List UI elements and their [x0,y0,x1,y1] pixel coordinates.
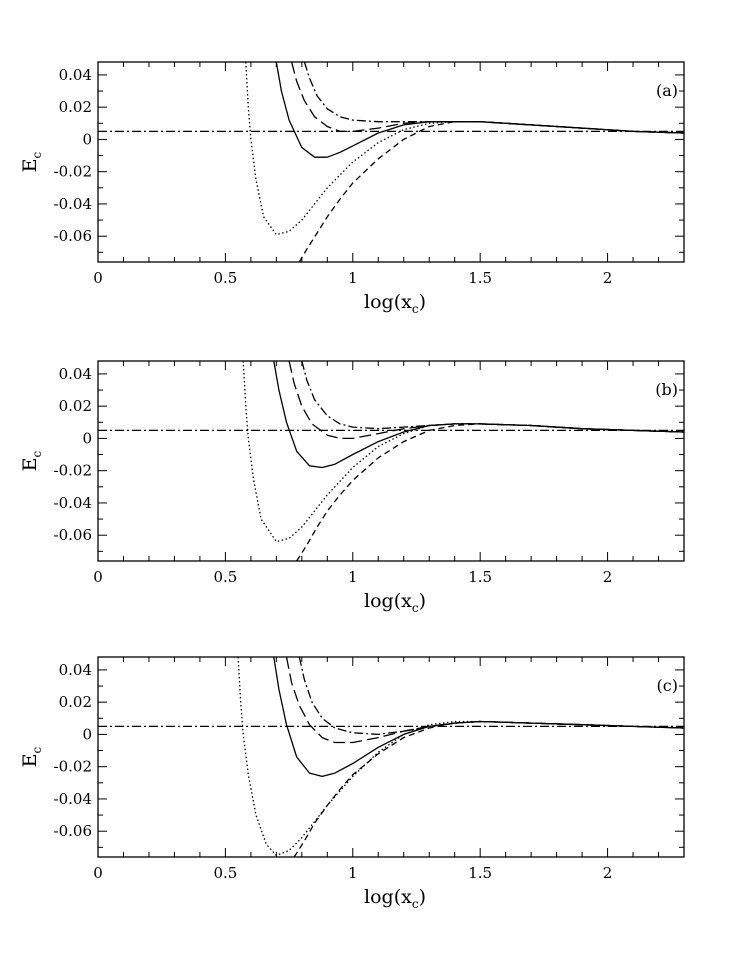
y-axis-title-subscript: c [30,450,44,457]
x-tick-label: 1.5 [468,568,492,586]
x-tick-label: 0 [93,864,103,882]
series-line-dash-dot [303,62,684,134]
series-line-dash-dot [298,657,684,736]
y-axis-title-subscript: c [30,746,44,753]
y-tick-label: 0.04 [59,66,92,84]
x-tick-label: 2 [603,269,613,287]
x-tick-label: 0 [93,568,103,586]
y-tick-label: -0.02 [54,163,92,181]
y-tick-label: 0.02 [59,397,92,415]
y-tick-label: 0.04 [59,365,92,383]
x-tick-label: 2 [603,864,613,882]
x-axis-title-subscript: c [412,302,419,316]
y-tick-label: -0.04 [54,790,92,808]
x-axis-title-close: ) [419,590,426,612]
y-axis-title: Ec [19,746,44,767]
x-axis-title: log(xc) [364,590,426,615]
x-axis-title-close: ) [419,886,426,908]
plot-frame [97,61,685,263]
chart-panel-3: 0 0.5 1 1.5 2-0.06-0.04-0.0200.020.04log(xc)… [19,656,685,911]
x-axis-title-close: ) [419,291,426,313]
y-tick-label: 0 [82,725,92,743]
y-axis-title-main: E [19,158,41,172]
plot-frame [97,656,685,858]
x-axis-title: log(xc) [364,291,426,316]
y-tick-label: -0.06 [54,227,92,245]
y-axis-title: Ec [19,450,44,471]
y-tick-label: 0.04 [59,661,92,679]
chart-panel-1: 0 0.5 1 1.5 2-0.06-0.04-0.0200.020.04log(xc)… [19,61,685,316]
series-line-dash-dot [301,361,684,433]
y-tick-label: 0.02 [59,98,92,116]
x-tick-label: 1.5 [468,864,492,882]
x-axis-title-subscript: c [412,897,419,911]
y-axis-title: Ec [19,151,44,172]
y-tick-label: 0 [82,429,92,447]
y-tick-label: -0.06 [54,822,92,840]
series-line-dashed [298,121,684,262]
panel-label: (b) [655,380,678,399]
panels-group: 0 0.5 1 1.5 2-0.06-0.04-0.0200.020.04log(xc)… [19,61,685,911]
x-axis-title-subscript: c [412,601,419,615]
x-tick-label: 1 [348,568,358,586]
series-group [98,657,684,857]
y-tick-label: -0.02 [54,758,92,776]
series-line-dashed [296,423,684,561]
x-tick-label: 1 [348,269,358,287]
x-tick-label: 0.5 [213,864,237,882]
y-axis-title-main: E [19,753,41,767]
series-line-dashed [293,720,684,857]
series-line-dotted [245,62,684,236]
x-axis-title-main: log(x [364,590,412,612]
chart-panel-2: 0 0.5 1 1.5 2-0.06-0.04-0.0200.020.04log(xc)… [19,360,685,615]
y-axis-title-main: E [19,457,41,471]
series-group [98,62,684,262]
x-axis-title-main: log(x [364,886,412,908]
x-axis-title: log(xc) [364,886,426,911]
plot-frame [97,360,685,562]
series-line-long-dash [285,657,684,744]
x-tick-label: 2 [603,568,613,586]
x-tick-label: 0 [93,269,103,287]
x-tick-label: 0.5 [213,269,237,287]
y-tick-label: -0.04 [54,195,92,213]
y-tick-label: 0.02 [59,693,92,711]
x-axis-title-main: log(x [364,291,412,313]
panel-label: (c) [657,676,678,695]
series-group [98,361,684,561]
x-tick-label: 1 [348,864,358,882]
y-tick-label: 0 [82,130,92,148]
y-axis-title-subscript: c [30,151,44,158]
y-tick-label: -0.04 [54,494,92,512]
y-tick-label: -0.02 [54,462,92,480]
x-tick-label: 1.5 [468,269,492,287]
panel-label: (a) [656,81,678,100]
x-tick-label: 0.5 [213,568,237,586]
y-tick-label: -0.06 [54,526,92,544]
